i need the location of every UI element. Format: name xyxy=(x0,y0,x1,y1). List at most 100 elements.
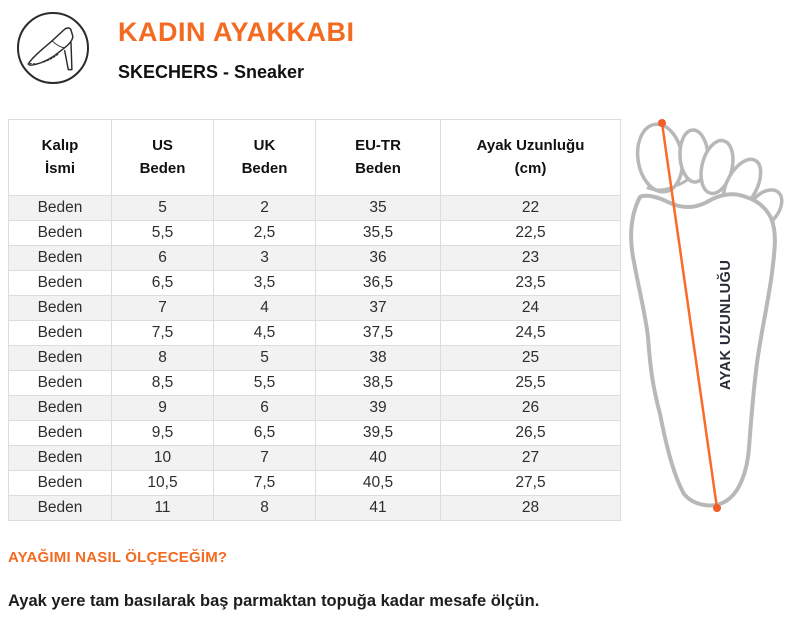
header-line: (cm) xyxy=(514,159,547,177)
table-cell: 41 xyxy=(315,495,441,521)
foot-length-label: AYAK UZUNLUĞU xyxy=(716,260,734,390)
table-cell: 8 xyxy=(213,495,316,521)
table-cell: 5,5 xyxy=(213,370,316,396)
table-cell: Beden xyxy=(8,420,112,446)
measurement-line xyxy=(658,119,721,512)
table-cell: 24,5 xyxy=(440,320,621,346)
table-cell: 7 xyxy=(213,445,316,471)
table-row: Beden 5,5 2,5 35,5 22,5 xyxy=(8,220,621,246)
table-cell: Beden xyxy=(8,345,112,371)
table-cell: 23,5 xyxy=(440,270,621,296)
table-cell: 7,5 xyxy=(213,470,316,496)
table-cell: 25,5 xyxy=(440,370,621,396)
table-row: Beden 9,5 6,5 39,5 26,5 xyxy=(8,420,621,446)
table-cell: 4,5 xyxy=(213,320,316,346)
table-cell: Beden xyxy=(8,270,112,296)
table-cell: 25 xyxy=(440,345,621,371)
table-cell: 27,5 xyxy=(440,470,621,496)
table-cell: 23 xyxy=(440,245,621,271)
page-title: KADIN AYAKKABI xyxy=(118,17,355,47)
size-table-body: Beden 5 2 35 22 Beden 5,5 2,5 35,5 22,5 Beden 6 3 36 2… xyxy=(8,195,621,521)
table-cell: Beden xyxy=(8,370,112,396)
table-row: Beden 6,5 3,5 36,5 23,5 xyxy=(8,270,621,296)
table-cell: 28 xyxy=(440,495,621,521)
table-cell: 5 xyxy=(213,345,316,371)
table-cell: 2,5 xyxy=(213,220,316,246)
table-cell: Beden xyxy=(8,320,112,346)
table-cell: 7,5 xyxy=(111,320,214,346)
table-cell: 35,5 xyxy=(315,220,441,246)
table-cell: 27 xyxy=(440,445,621,471)
table-cell: Beden xyxy=(8,445,112,471)
header-line: Ayak Uzunluğu xyxy=(476,137,585,154)
table-cell: 11 xyxy=(111,495,214,521)
high-heel-shoe-glyph xyxy=(27,27,74,71)
foot-crease-lines xyxy=(646,178,689,192)
table-cell: 39,5 xyxy=(315,420,441,446)
table-cell: 3 xyxy=(213,245,316,271)
table-cell: 26 xyxy=(440,395,621,421)
column-header-us-beden: US Beden xyxy=(111,119,214,196)
table-cell: 37 xyxy=(315,295,441,321)
table-cell: 6 xyxy=(213,395,316,421)
table-row: Beden 6 3 36 23 xyxy=(8,245,621,271)
measure-heading: AYAĞIMI NASIL ÖLÇECEĞİM? xyxy=(8,549,228,566)
table-cell: 36 xyxy=(315,245,441,271)
table-cell: 22 xyxy=(440,195,621,221)
table-cell: 40 xyxy=(315,445,441,471)
header-line: Beden xyxy=(355,159,401,177)
table-cell: 5 xyxy=(111,195,214,221)
table-row: Beden 7 4 37 24 xyxy=(8,295,621,321)
page-subtitle: SKECHERS - Sneaker xyxy=(118,62,305,82)
table-cell: 38 xyxy=(315,345,441,371)
table-cell: 39 xyxy=(315,395,441,421)
table-cell: 37,5 xyxy=(315,320,441,346)
table-row: Beden 10,5 7,5 40,5 27,5 xyxy=(8,470,621,496)
foot-diagram: AYAK UZUNLUĞU xyxy=(629,119,784,512)
table-cell: Beden xyxy=(8,495,112,521)
table-cell: 22,5 xyxy=(440,220,621,246)
table-cell: 9,5 xyxy=(111,420,214,446)
header-line: Beden xyxy=(241,159,288,177)
table-cell: 10 xyxy=(111,445,214,471)
table-row: Beden 8,5 5,5 38,5 25,5 xyxy=(8,370,621,396)
table-row: Beden 5 2 35 22 xyxy=(8,195,621,221)
column-header-ayak-uzunlugu: Ayak Uzunluğu (cm) xyxy=(440,119,621,196)
foot-sole-outline xyxy=(629,192,777,508)
table-cell: 4 xyxy=(213,295,316,321)
table-cell: Beden xyxy=(8,470,112,496)
table-cell: 38,5 xyxy=(315,370,441,396)
table-cell: 24 xyxy=(440,295,621,321)
table-cell: 9 xyxy=(111,395,214,421)
header-line: EU-TR xyxy=(355,137,401,154)
table-cell: Beden xyxy=(8,395,112,421)
table-cell: 10,5 xyxy=(111,470,214,496)
header-line: UK xyxy=(253,137,276,154)
header-line: US xyxy=(152,137,173,154)
table-row: Beden 8 5 38 25 xyxy=(8,345,621,371)
header-line: Beden xyxy=(139,159,186,177)
table-cell: Beden xyxy=(8,245,112,271)
table-row: Beden 11 8 41 28 xyxy=(8,495,621,521)
column-header-uk-beden: UK Beden xyxy=(213,119,316,196)
column-header-eu-tr-beden: EU-TR Beden xyxy=(315,119,441,196)
table-cell: Beden xyxy=(8,295,112,321)
table-cell: Beden xyxy=(8,220,112,246)
column-header-kalip-ismi: Kalıp İsmi xyxy=(8,119,112,196)
table-cell: 8 xyxy=(111,345,214,371)
table-cell: 8,5 xyxy=(111,370,214,396)
table-row: Beden 10 7 40 27 xyxy=(8,445,621,471)
size-table: Kalıp İsmi US Beden UK Beden EU-TR Beden… xyxy=(8,119,621,521)
table-cell: 5,5 xyxy=(111,220,214,246)
table-row: Beden 7,5 4,5 37,5 24,5 xyxy=(8,320,621,346)
table-cell: 36,5 xyxy=(315,270,441,296)
table-cell: 6 xyxy=(111,245,214,271)
table-cell: 2 xyxy=(213,195,316,221)
table-cell: 35 xyxy=(315,195,441,221)
header-line: Kalıp xyxy=(41,137,79,154)
table-cell: 6,5 xyxy=(213,420,316,446)
header-line: İsmi xyxy=(44,159,75,177)
high-heel-shoe-icon xyxy=(17,12,89,84)
measure-instruction: Ayak yere tam basılarak baş parmaktan to… xyxy=(8,592,540,610)
